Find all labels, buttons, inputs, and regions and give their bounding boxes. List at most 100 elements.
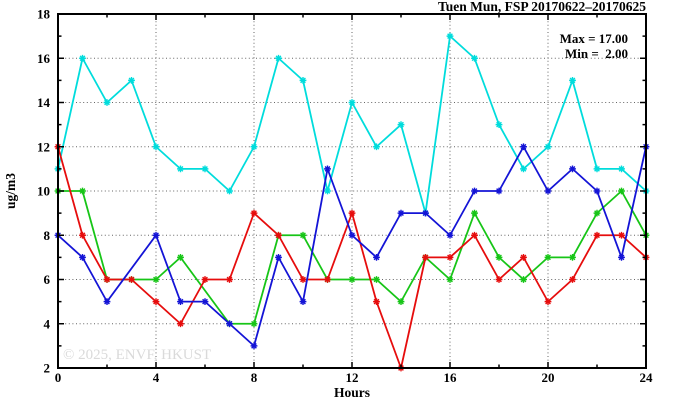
red-line-marker	[422, 253, 429, 261]
cyan-line-marker	[103, 99, 111, 106]
y-tick-label: 12	[37, 139, 50, 154]
blue-line-marker	[446, 231, 454, 239]
blue-line-marker	[79, 253, 86, 261]
blue-line-marker	[569, 165, 576, 173]
red-line-marker	[373, 298, 380, 306]
y-tick-label: 14	[37, 95, 51, 110]
y-tick-label: 18	[37, 7, 51, 22]
green-line-marker	[299, 231, 307, 239]
blue-line-marker	[544, 187, 552, 195]
red-line-marker	[520, 253, 527, 261]
cyan-line-marker	[79, 54, 86, 62]
cyan-line-marker	[495, 121, 503, 129]
y-tick-label: 2	[44, 361, 51, 376]
green-line-marker	[495, 253, 503, 261]
red-line-marker	[569, 276, 576, 283]
blue-line-marker	[226, 320, 233, 328]
x-tick-label: 24	[640, 370, 654, 385]
cyan-line-marker	[593, 165, 601, 173]
cyan-line-marker	[128, 76, 135, 84]
blue-line-marker	[250, 342, 258, 350]
blue-line-marker	[422, 209, 429, 217]
series-lines	[54, 32, 650, 372]
x-tick-label: 4	[153, 370, 160, 385]
chart-title: Tuen Mun, FSP 20170622–20170625	[438, 0, 646, 14]
blue-line-marker	[299, 298, 307, 306]
y-axis-label: ug/m3	[3, 173, 18, 209]
y-tick-label: 8	[44, 228, 51, 243]
blue-line-marker	[495, 187, 503, 195]
y-tick-label: 16	[37, 51, 51, 66]
blue-line-marker	[177, 298, 184, 306]
cyan-line-marker	[471, 54, 478, 62]
red-line-marker	[152, 298, 160, 306]
green-line-path	[58, 190, 647, 325]
cyan-line-marker	[177, 165, 184, 173]
cyan-line-marker	[618, 165, 625, 173]
x-tick-label: 8	[251, 370, 258, 385]
y-tick-label: 6	[44, 272, 51, 287]
red-line-marker	[348, 209, 356, 217]
legend-min-label: Min = 2.00	[565, 46, 628, 61]
cyan-line-marker	[569, 76, 576, 84]
blue-line-marker	[201, 298, 209, 306]
red-line-marker	[250, 209, 258, 217]
blue-line-marker	[471, 187, 478, 195]
green-line-marker	[79, 187, 86, 195]
green-line-marker	[520, 276, 527, 283]
blue-line-marker	[275, 253, 282, 261]
green-line-marker	[177, 253, 184, 261]
red-line-marker	[128, 276, 135, 283]
cyan-line-marker	[544, 143, 552, 151]
blue-line-marker	[397, 209, 405, 217]
cyan-line-marker	[226, 187, 233, 195]
green-line-marker	[471, 209, 478, 217]
red-line-marker	[275, 231, 282, 239]
cyan-line-marker	[152, 143, 160, 151]
x-tick-label: 12	[346, 370, 359, 385]
cyan-line-marker	[275, 54, 282, 62]
watermark: © 2025, ENVF, HKUST	[63, 347, 211, 363]
gridlines	[58, 14, 646, 368]
red-line-marker	[324, 276, 331, 283]
blue-line-marker	[593, 187, 601, 195]
cyan-line-marker	[250, 143, 258, 151]
blue-line-marker	[520, 143, 527, 151]
blue-line-marker	[103, 298, 111, 306]
green-line-marker	[446, 276, 454, 283]
x-tick-label: 16	[444, 370, 458, 385]
blue-line-marker	[373, 253, 380, 261]
y-tick-label: 4	[44, 316, 51, 331]
red-line-marker	[471, 231, 478, 239]
green-line-marker	[618, 187, 625, 195]
green-line-marker	[250, 320, 258, 328]
red-line-marker	[618, 231, 625, 239]
red-line-marker	[593, 231, 601, 239]
cyan-line-marker	[324, 187, 331, 195]
red-line-marker	[544, 298, 552, 306]
green-line-marker	[348, 276, 356, 283]
cyan-line-marker	[201, 165, 209, 173]
blue-line	[54, 143, 650, 350]
blue-line-marker	[152, 231, 160, 239]
green-line-marker	[544, 253, 552, 261]
cyan-line-path	[57, 35, 647, 215]
cyan-line	[54, 32, 650, 217]
green-line-marker	[152, 276, 160, 283]
axes-and-ticks	[57, 13, 647, 369]
x-tick-label: 20	[542, 370, 555, 385]
cyan-line-marker	[446, 32, 454, 40]
blue-line-marker	[324, 165, 331, 173]
green-line-marker	[373, 276, 380, 283]
red-line-marker	[495, 276, 503, 283]
red-line-marker	[201, 276, 209, 283]
red-line-marker	[299, 276, 307, 283]
blue-line-marker	[618, 253, 625, 261]
x-axis-label: Hours	[334, 385, 370, 400]
red-line-marker	[446, 253, 454, 261]
red-line-marker	[103, 276, 111, 283]
cyan-line-marker	[520, 165, 527, 173]
